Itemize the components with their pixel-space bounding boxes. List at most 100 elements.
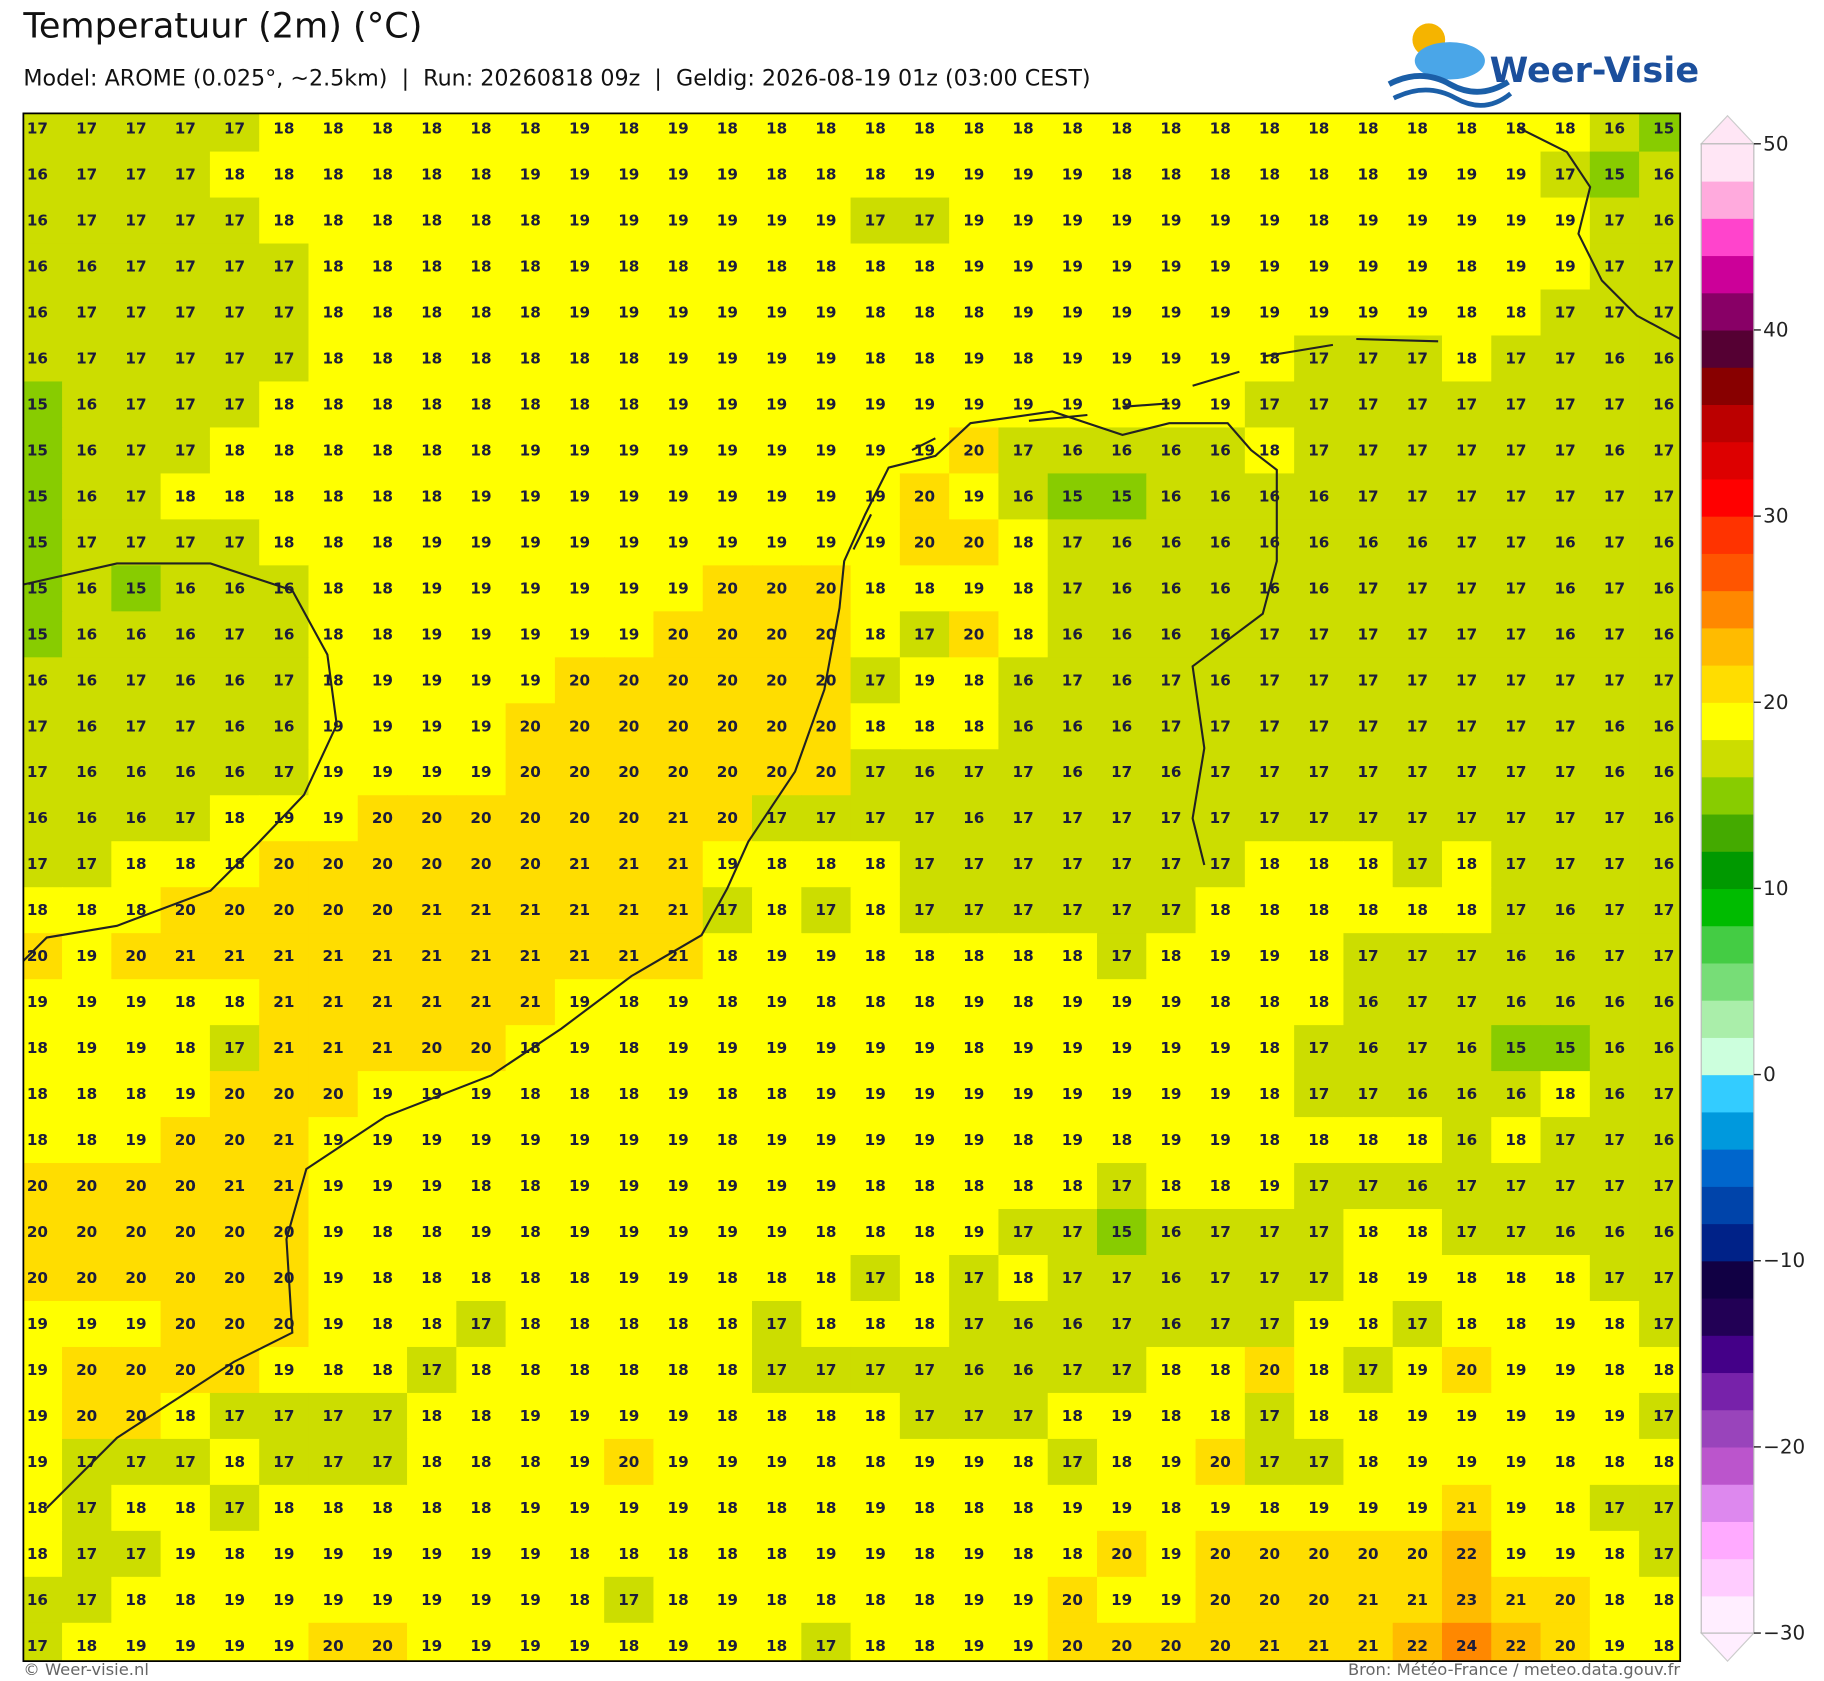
temperature-cell xyxy=(23,795,63,842)
temperature-label: 18 xyxy=(1013,349,1034,367)
temperature-cell xyxy=(62,151,113,199)
temperature-cell xyxy=(850,887,901,934)
temperature-label: 16 xyxy=(1160,1269,1181,1287)
temperature-cell xyxy=(160,703,211,750)
temperature-cell xyxy=(1047,113,1098,153)
temperature-label: 18 xyxy=(1357,1315,1378,1333)
temperature-cell xyxy=(998,703,1049,750)
temperature-label: 21 xyxy=(520,993,541,1011)
temperature-label: 17 xyxy=(1111,901,1132,919)
temperature-cell xyxy=(554,1209,605,1256)
temperature-cell xyxy=(1441,1163,1492,1210)
temperature-cell xyxy=(111,1117,162,1164)
temperature-cell xyxy=(1589,381,1640,429)
temperature-label: 20 xyxy=(1210,1545,1231,1563)
temperature-label: 17 xyxy=(1210,1315,1231,1333)
temperature-cell xyxy=(850,151,901,199)
temperature-cell xyxy=(1146,1163,1197,1210)
temperature-label: 18 xyxy=(717,120,738,138)
temperature-label: 18 xyxy=(1407,1223,1428,1241)
temperature-label: 18 xyxy=(1456,258,1477,276)
temperature-label: 19 xyxy=(668,1453,689,1471)
temperature-label: 19 xyxy=(1407,1453,1428,1471)
temperature-cell xyxy=(604,1300,655,1348)
temperature-label: 18 xyxy=(1407,901,1428,919)
temperature-label: 19 xyxy=(717,1637,738,1655)
temperature-label: 19 xyxy=(125,1637,146,1655)
temperature-cell xyxy=(1294,113,1345,153)
temperature-label: 19 xyxy=(520,1637,541,1655)
temperature-label: 20 xyxy=(1210,1637,1231,1655)
temperature-cell xyxy=(949,703,1000,750)
temperature-label: 17 xyxy=(1407,579,1428,597)
temperature-label: 20 xyxy=(815,579,836,597)
temperature-label: 17 xyxy=(1308,809,1329,827)
temperature-label: 19 xyxy=(421,1085,442,1103)
temperature-label: 18 xyxy=(963,120,984,138)
temperature-label: 18 xyxy=(1259,855,1280,873)
temperature-cell xyxy=(62,1530,113,1578)
temperature-label: 19 xyxy=(1259,303,1280,321)
temperature-cell xyxy=(604,749,655,796)
temperature-label: 17 xyxy=(766,1361,787,1379)
temperature-label: 17 xyxy=(273,1453,294,1471)
temperature-cell xyxy=(407,703,458,750)
temperature-label: 17 xyxy=(1062,579,1083,597)
temperature-label: 19 xyxy=(1357,258,1378,276)
temperature-cell xyxy=(554,381,605,429)
temperature-label: 17 xyxy=(1604,1499,1625,1517)
temperature-label: 20 xyxy=(125,1269,146,1287)
temperature-cell xyxy=(111,841,162,888)
temperature-cell xyxy=(1097,243,1147,291)
temperature-cell xyxy=(259,611,310,659)
temperature-cell xyxy=(1639,151,1681,199)
temperature-cell xyxy=(554,795,605,842)
temperature-cell xyxy=(209,979,260,1026)
temperature-label: 18 xyxy=(323,166,344,184)
temperature-label: 17 xyxy=(175,441,196,459)
temperature-label: 18 xyxy=(175,487,196,505)
temperature-label: 16 xyxy=(1062,625,1083,643)
temperature-cell xyxy=(456,427,507,475)
temperature-cell xyxy=(1441,381,1492,429)
temperature-cell xyxy=(357,657,408,704)
temperature-cell xyxy=(1589,1255,1640,1302)
temperature-label: 19 xyxy=(1259,947,1280,965)
temperature-cell xyxy=(801,703,852,750)
temperature-cell xyxy=(949,1622,1000,1662)
temperature-label: 16 xyxy=(1604,441,1625,459)
temperature-label: 21 xyxy=(421,993,442,1011)
temperature-label: 18 xyxy=(1062,1407,1083,1425)
temperature-label: 18 xyxy=(1357,1453,1378,1471)
temperature-cell xyxy=(998,841,1049,888)
temperature-label: 19 xyxy=(569,1453,590,1471)
temperature-cell xyxy=(1441,1117,1492,1164)
temperature-label: 18 xyxy=(1653,1637,1674,1655)
temperature-label: 19 xyxy=(372,1177,393,1195)
temperature-label: 17 xyxy=(125,120,146,138)
temperature-label: 16 xyxy=(1111,533,1132,551)
temperature-label: 17 xyxy=(1456,533,1477,551)
temperature-label: 18 xyxy=(470,166,491,184)
temperature-cell xyxy=(1540,1300,1591,1348)
temperature-cell xyxy=(1195,1530,1246,1578)
temperature-cell xyxy=(1392,1163,1443,1210)
temperature-label: 17 xyxy=(273,303,294,321)
temperature-cell xyxy=(1392,519,1443,567)
temperature-cell xyxy=(1343,1071,1394,1118)
temperature-label: 19 xyxy=(618,1177,639,1195)
temperature-cell xyxy=(1195,1438,1246,1486)
temperature-cell xyxy=(801,1117,852,1164)
temperature-label: 20 xyxy=(273,855,294,873)
temperature-cell xyxy=(1540,657,1591,704)
temperature-label: 17 xyxy=(1604,1269,1625,1287)
temperature-label: 19 xyxy=(963,258,984,276)
temperature-cell xyxy=(604,1392,655,1440)
temperature-label: 19 xyxy=(865,533,886,551)
temperature-cell xyxy=(259,1622,310,1662)
temperature-cell xyxy=(1589,243,1640,291)
temperature-label: 20 xyxy=(175,1131,196,1149)
temperature-cell xyxy=(357,1163,408,1210)
temperature-cell xyxy=(23,519,63,567)
temperature-label: 18 xyxy=(520,349,541,367)
